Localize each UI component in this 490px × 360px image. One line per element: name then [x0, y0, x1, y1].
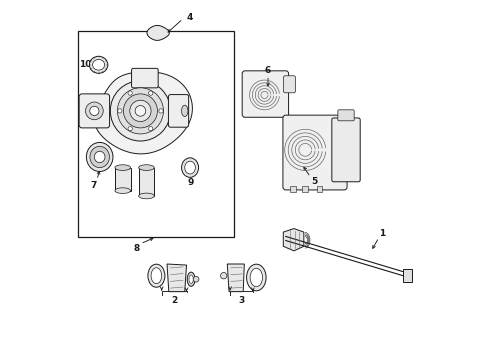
Polygon shape: [283, 229, 304, 251]
Circle shape: [90, 106, 99, 116]
Ellipse shape: [151, 268, 162, 284]
Text: 8: 8: [134, 244, 140, 253]
Text: 2: 2: [171, 296, 177, 305]
Circle shape: [128, 127, 132, 131]
Text: 6: 6: [265, 66, 271, 75]
Bar: [317, 186, 322, 192]
Circle shape: [118, 109, 122, 113]
Ellipse shape: [115, 165, 130, 170]
Polygon shape: [167, 264, 187, 292]
FancyBboxPatch shape: [283, 115, 347, 190]
Circle shape: [118, 88, 164, 134]
Ellipse shape: [189, 275, 193, 283]
Circle shape: [135, 105, 146, 116]
Text: 4: 4: [187, 13, 193, 22]
Circle shape: [85, 102, 103, 120]
FancyBboxPatch shape: [242, 71, 289, 117]
Ellipse shape: [148, 264, 165, 287]
Ellipse shape: [89, 56, 108, 73]
Text: 5: 5: [311, 177, 317, 186]
Ellipse shape: [185, 161, 196, 174]
Text: 1: 1: [379, 229, 386, 238]
Bar: [115, 168, 130, 191]
Ellipse shape: [95, 151, 105, 163]
Polygon shape: [227, 264, 245, 292]
Ellipse shape: [115, 188, 130, 193]
FancyBboxPatch shape: [132, 68, 158, 88]
Text: 3: 3: [238, 296, 245, 305]
FancyBboxPatch shape: [169, 95, 189, 127]
Circle shape: [130, 100, 151, 122]
Polygon shape: [147, 26, 170, 40]
Circle shape: [193, 276, 199, 282]
Ellipse shape: [93, 59, 105, 70]
Ellipse shape: [182, 158, 198, 177]
Polygon shape: [95, 72, 193, 154]
Text: 10: 10: [79, 60, 92, 69]
Ellipse shape: [139, 165, 154, 170]
Ellipse shape: [139, 193, 154, 199]
FancyBboxPatch shape: [338, 110, 354, 121]
FancyBboxPatch shape: [284, 76, 295, 93]
Ellipse shape: [90, 146, 109, 168]
Ellipse shape: [86, 143, 113, 171]
Bar: [290, 186, 295, 192]
Ellipse shape: [182, 105, 188, 117]
Bar: [403, 269, 412, 283]
Bar: [78, 31, 234, 237]
Circle shape: [220, 273, 227, 279]
Circle shape: [123, 94, 157, 128]
Ellipse shape: [250, 268, 263, 287]
Bar: [302, 186, 308, 192]
Text: 7: 7: [90, 181, 97, 190]
Circle shape: [110, 81, 171, 141]
Ellipse shape: [187, 272, 195, 286]
Bar: [139, 168, 154, 196]
Ellipse shape: [246, 264, 266, 291]
FancyBboxPatch shape: [332, 118, 360, 182]
Circle shape: [148, 91, 153, 95]
FancyBboxPatch shape: [79, 94, 110, 128]
Text: 9: 9: [188, 178, 195, 187]
Circle shape: [148, 127, 153, 131]
Circle shape: [159, 109, 163, 113]
Circle shape: [128, 91, 132, 95]
